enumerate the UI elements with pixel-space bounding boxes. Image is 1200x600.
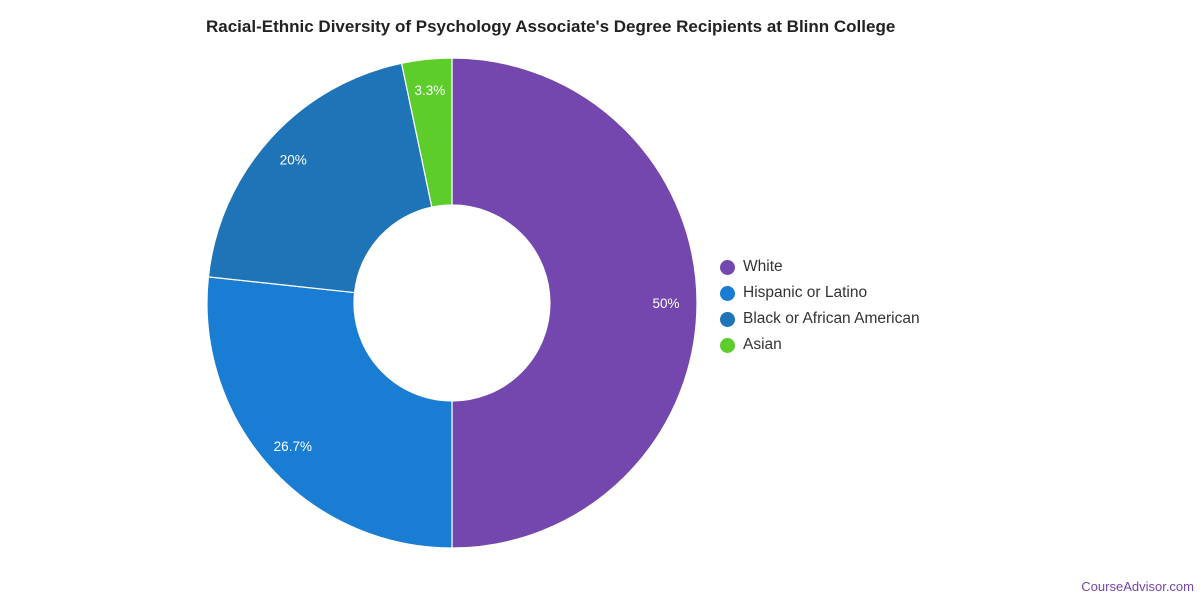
slice-data-label: 50% xyxy=(652,296,679,311)
legend-label: White xyxy=(743,258,783,275)
legend-swatch-icon xyxy=(720,337,735,353)
legend-label: Hispanic or Latino xyxy=(743,284,868,301)
slice-data-label: 20% xyxy=(280,152,307,167)
legend-item[interactable]: Hispanic or Latino xyxy=(720,280,920,306)
legend-item[interactable]: White xyxy=(720,254,920,280)
slice-data-label: 3.3% xyxy=(414,83,445,98)
slice-black-or-african-american[interactable] xyxy=(207,62,433,294)
legend-swatch-icon xyxy=(720,285,735,301)
legend-swatch-icon xyxy=(720,259,735,275)
slice-hispanic-or-latino[interactable] xyxy=(206,276,453,549)
chart-title: Racial-Ethnic Diversity of Psychology As… xyxy=(206,17,896,36)
legend-label: Black or African American xyxy=(743,310,920,327)
credit-link[interactable]: CourseAdvisor.com xyxy=(1081,579,1194,594)
legend-swatch-icon xyxy=(720,311,735,327)
slice-white[interactable] xyxy=(451,57,698,549)
legend-item[interactable]: Asian xyxy=(720,332,920,358)
legend-item[interactable]: Black or African American xyxy=(720,306,920,332)
legend-label: Asian xyxy=(743,336,782,353)
legend: White Hispanic or Latino Black or African … xyxy=(720,254,920,358)
slice-asian[interactable] xyxy=(400,57,453,208)
slice-data-label: 26.7% xyxy=(274,439,312,454)
